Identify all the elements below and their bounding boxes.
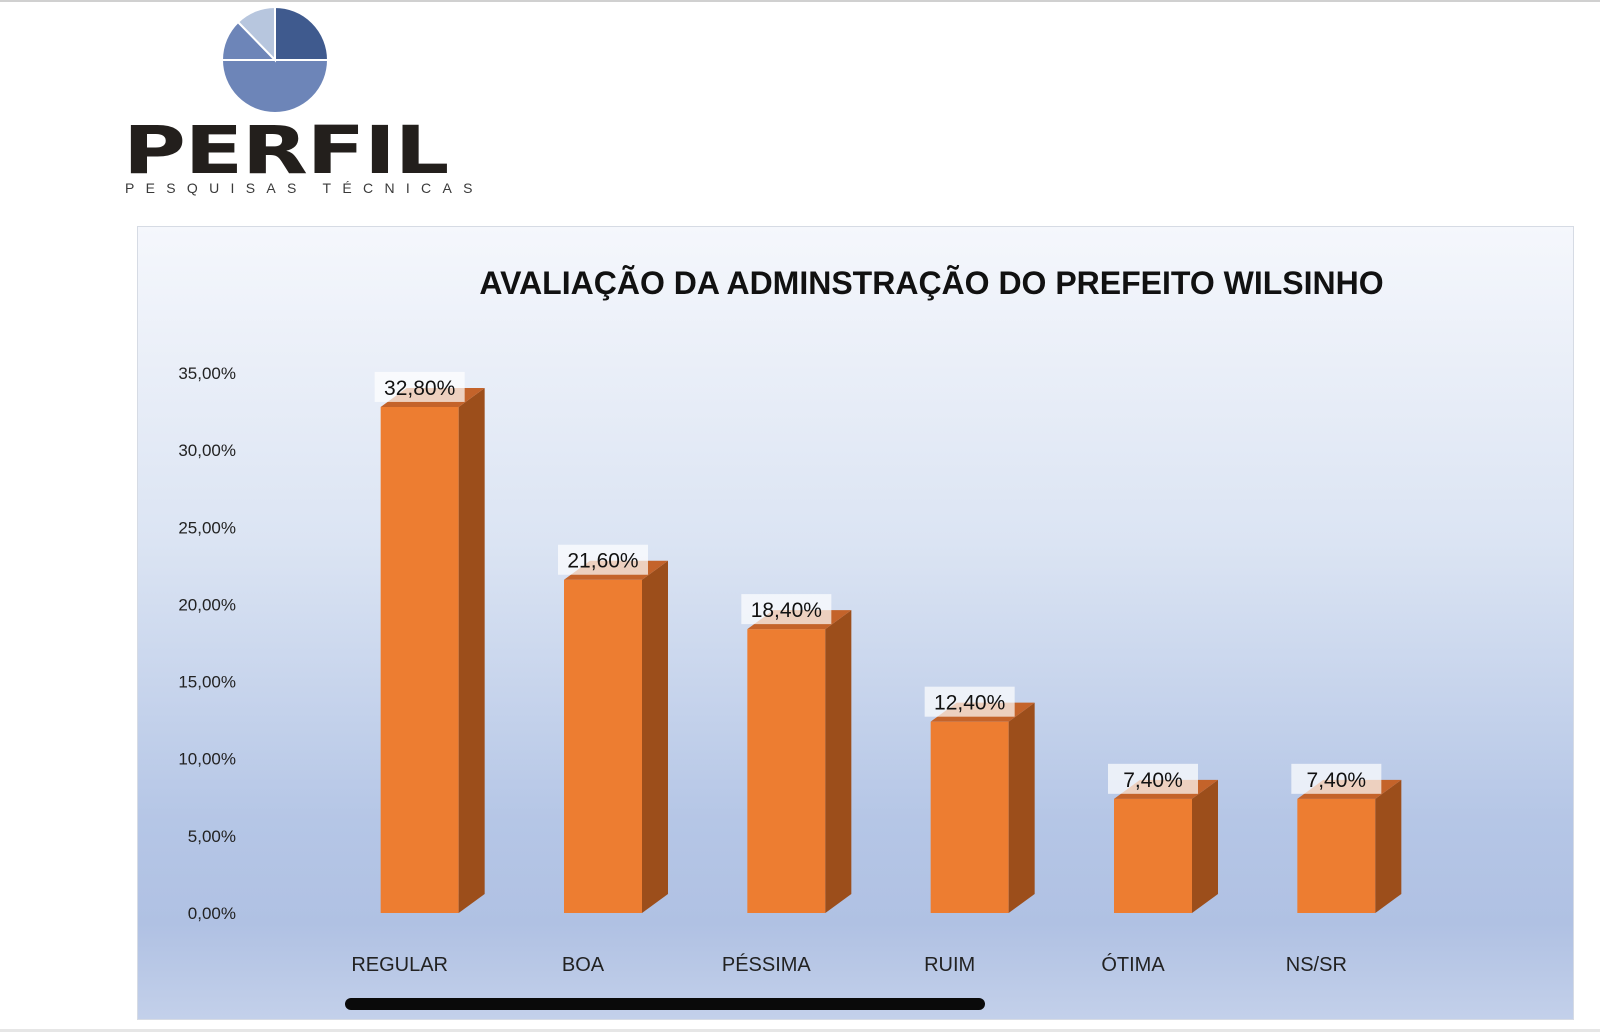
bar: [380, 406, 459, 913]
bar: [1114, 798, 1192, 913]
logo-pie-icon: [220, 5, 330, 114]
data-label-box: [741, 594, 832, 625]
data-label: 18,40%: [751, 599, 822, 622]
data-label-box: [1291, 763, 1382, 794]
data-label: 21,60%: [567, 550, 638, 573]
chart-title: AVALIAÇÃO DA ADMINSTRAÇÃO DO PREFEITO WI…: [479, 265, 1384, 301]
bar: [930, 721, 1009, 913]
bar-side: [1192, 779, 1218, 913]
bar-side: [458, 387, 485, 913]
logo-wordmark: PERFIL: [123, 112, 449, 189]
bar-chart: 0,00% 5,00% 10,00% 15,00% 20,00% 25,00% 30,00%…: [178, 364, 1402, 976]
category-label: RUIM: [924, 954, 975, 976]
y-tick-label: 35,00%: [178, 364, 236, 383]
data-label-box: [558, 544, 648, 575]
logo-tagline: PESQUISAS TÉCNICAS: [125, 180, 484, 196]
y-tick-label: 25,00%: [178, 518, 236, 537]
chart-panel: AVALIAÇÃO DA ADMINSTRAÇÃO DO PREFEITO WI…: [137, 226, 1574, 1020]
top-border: [0, 0, 1600, 2]
bar-side: [1008, 702, 1035, 913]
bar-side: [825, 610, 852, 913]
data-label-box: [1108, 763, 1198, 794]
category-label: ÓTIMA: [1101, 953, 1165, 976]
perfil-logo: PERFIL PESQUISAS TÉCNICAS: [120, 4, 472, 200]
bar-side: [1375, 779, 1402, 913]
data-label: 7,40%: [1123, 769, 1183, 792]
data-label-box: [924, 686, 1015, 717]
category-label: REGULAR: [351, 954, 448, 976]
data-label: 12,40%: [934, 692, 1005, 715]
bar-side: [642, 560, 668, 913]
bar: [564, 579, 642, 913]
y-tick-label: 30,00%: [178, 441, 236, 460]
data-label: 7,40%: [1307, 769, 1367, 792]
y-tick-label: 10,00%: [178, 750, 236, 769]
bottom-border: [0, 1029, 1600, 1032]
category-label: BOA: [562, 954, 605, 976]
y-tick-label: 15,00%: [178, 673, 236, 692]
bar: [747, 629, 826, 913]
category-label: NS/SR: [1286, 954, 1347, 976]
data-label-box: [374, 371, 465, 402]
y-tick-label: 0,00%: [188, 904, 236, 923]
bar: [1297, 798, 1376, 913]
y-tick-label: 20,00%: [178, 595, 236, 614]
data-label: 32,80%: [384, 377, 455, 400]
y-tick-label: 5,00%: [188, 827, 236, 846]
horizontal-scrollbar[interactable]: [345, 998, 985, 1010]
category-label: PÉSSIMA: [722, 953, 812, 976]
